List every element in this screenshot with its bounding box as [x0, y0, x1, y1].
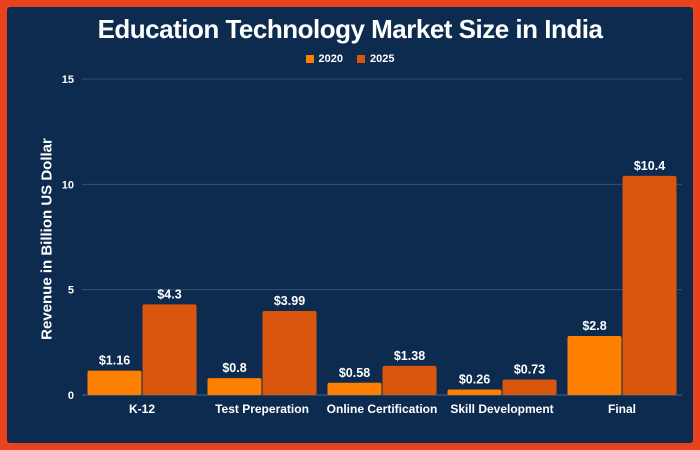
bar-2025 [502, 379, 557, 395]
chart-legend: 2020 2025 [7, 53, 693, 65]
bar-2025 [622, 175, 677, 395]
x-tick-label: K-12 [129, 402, 155, 416]
bar-2020 [327, 382, 382, 395]
data-label-2025: $3.99 [274, 294, 305, 308]
y-tick-label: 10 [62, 179, 74, 191]
data-label-2020: $0.8 [222, 361, 246, 375]
bar-2020 [447, 389, 502, 395]
chart-plot-area: 0 5 10 15 $1.16 $4.3 K-12 $0.8 $3.99 Test Prepera… [62, 74, 682, 416]
legend-swatch-2020 [305, 55, 314, 63]
y-tick-label: 15 [62, 74, 74, 86]
x-tick-label: Test Preperation [215, 402, 309, 416]
data-label-2025: $10.4 [634, 159, 665, 173]
data-label-2020: $2.8 [582, 319, 606, 333]
data-label-2025: $4.3 [157, 287, 181, 301]
x-tick-label: Final [608, 402, 636, 416]
bar-2025 [142, 304, 197, 395]
data-label-2025: $0.73 [514, 363, 545, 377]
bar-2020 [567, 336, 622, 395]
data-label-2020: $0.58 [339, 366, 370, 380]
data-label-2020: $1.16 [99, 354, 130, 368]
legend-item-2025: 2025 [357, 53, 394, 65]
y-tick-label: 0 [68, 390, 74, 402]
legend-swatch-2025 [357, 55, 365, 63]
chart-title: Education Technology Market Size in Indi… [97, 14, 603, 44]
chart-frame: Education Technology Market Size in Indi… [7, 7, 693, 443]
data-label-2020: $0.26 [459, 373, 490, 387]
x-tick-label: Skill Development [450, 402, 553, 416]
y-tick-label: 5 [68, 285, 74, 297]
legend-label-2025: 2025 [370, 53, 395, 65]
bar-2025 [262, 310, 317, 395]
legend-item-2020: 2020 [305, 53, 343, 65]
bar-2025 [382, 365, 437, 395]
legend-label-2020: 2020 [318, 53, 343, 65]
bar-2020 [87, 370, 142, 395]
x-tick-label: Online Certification [327, 402, 438, 416]
data-label-2025: $1.38 [394, 349, 425, 363]
bar-2020 [207, 378, 262, 395]
